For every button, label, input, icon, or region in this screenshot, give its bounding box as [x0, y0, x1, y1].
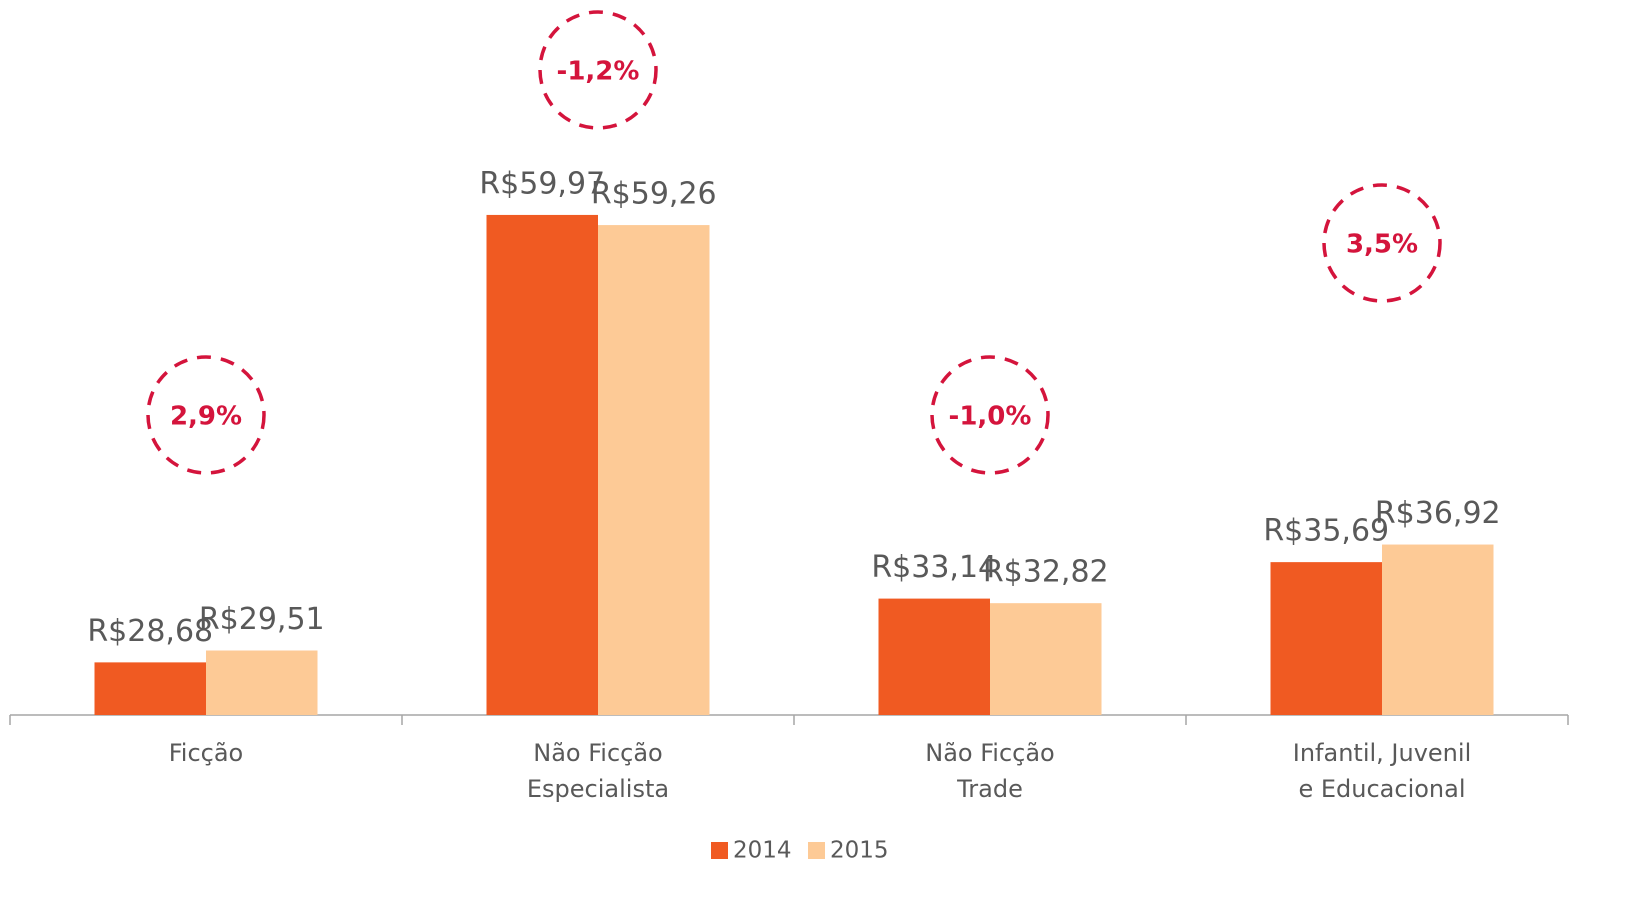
legend-swatch: [808, 842, 825, 859]
annotation: 3,5%: [1346, 230, 1418, 260]
legend-label: 2014: [733, 838, 792, 864]
annotation-circle: [538, 10, 658, 130]
x-tick-label: Infantil, Juvenil e Educacional: [1292, 739, 1472, 803]
data-label: R$35,69: [1263, 514, 1389, 549]
data-label: R$59,97: [479, 166, 605, 201]
bar: [990, 603, 1102, 715]
data-label: R$32,82: [983, 555, 1109, 590]
annotation: 2,9%: [170, 402, 242, 432]
bar: [1270, 562, 1382, 715]
bar: [1382, 544, 1494, 715]
bar: [878, 598, 990, 715]
bar: [598, 225, 710, 715]
x-tick-label: Não Ficção Trade: [925, 739, 1055, 803]
bar: [94, 662, 206, 715]
data-label: R$33,14: [871, 550, 997, 585]
x-tick-label: Ficção: [168, 739, 244, 767]
bar: [206, 650, 318, 715]
annotation: -1,2%: [557, 57, 640, 87]
legend-label: 2015: [830, 838, 889, 864]
data-label: R$29,51: [199, 602, 325, 637]
legend-swatch: [711, 842, 728, 859]
annotation: -1,0%: [949, 402, 1032, 432]
bar: [486, 214, 598, 715]
annotation-circle: [1322, 183, 1442, 303]
annotation-circle: [146, 355, 266, 475]
x-tick-label: Não Ficção Especialista: [526, 739, 670, 803]
annotation-circle: [930, 355, 1050, 475]
data-label: R$28,68: [87, 614, 213, 649]
data-label: R$36,92: [1375, 496, 1501, 531]
data-label: R$59,26: [591, 177, 717, 212]
